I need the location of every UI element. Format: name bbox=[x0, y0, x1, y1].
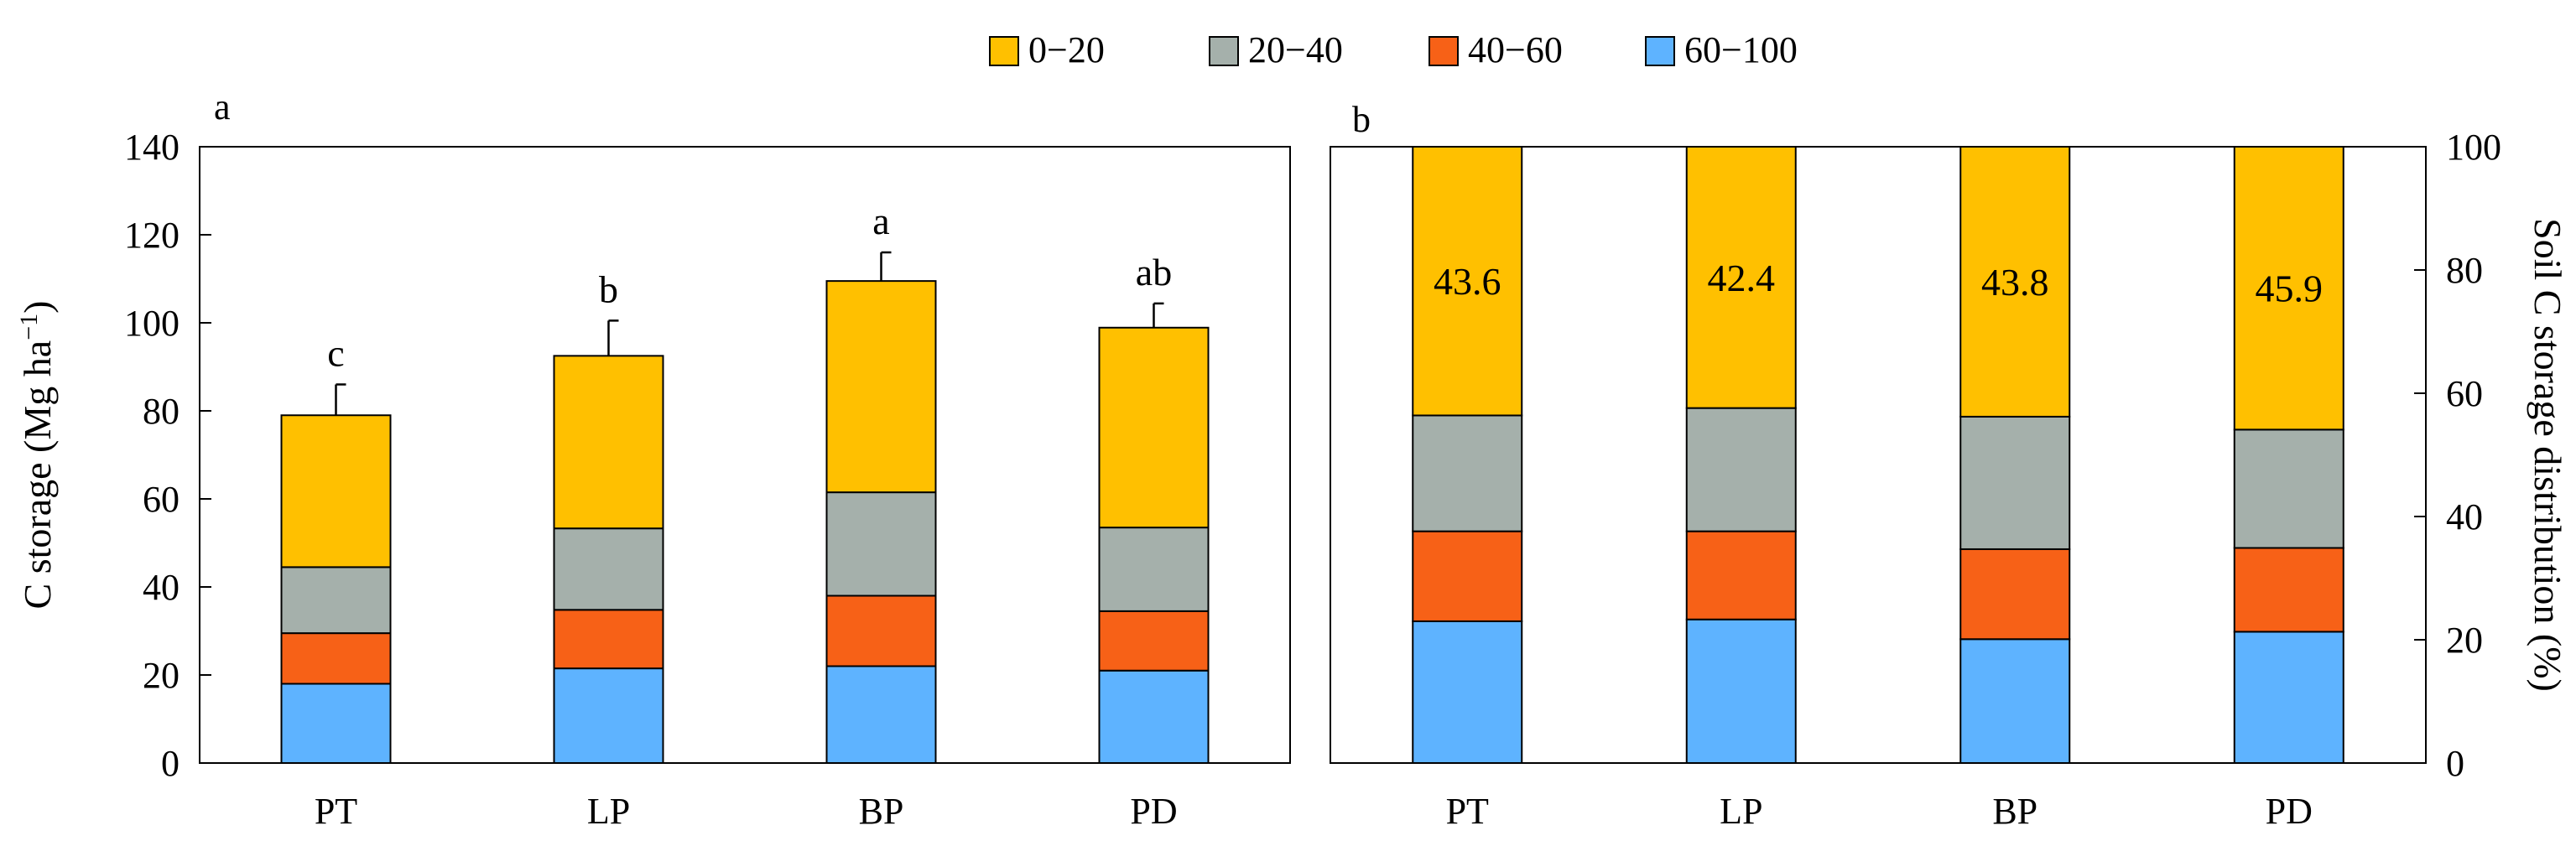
panel-b-bar-PT-seg-1 bbox=[1412, 620, 1523, 765]
panel-a-bar-PD-seg-1 bbox=[1098, 669, 1210, 764]
panel-a-y-tick-label: 40 bbox=[143, 567, 180, 608]
panel-b-y-tick-label: 0 bbox=[2446, 743, 2464, 784]
legend-swatch-2 bbox=[1209, 36, 1239, 66]
panel-b-x-tick-label-PD: PD bbox=[2266, 791, 2313, 832]
panel-a-bar-LP-seg-1 bbox=[553, 667, 664, 764]
panel-a-bar-LP-seg-3 bbox=[553, 527, 664, 611]
legend: 0−20 20−40 40−60 60−100 bbox=[989, 29, 1798, 70]
panel-a-bar-PD-seg-4 bbox=[1098, 326, 1210, 529]
panel-a-sig-letter-PT: c bbox=[327, 332, 344, 375]
legend-label-3: 40−60 bbox=[1468, 29, 1563, 70]
panel-a-bar-PT-seg-2 bbox=[280, 632, 392, 685]
panel-a-y-tick-label: 120 bbox=[124, 215, 180, 256]
panel-a-bar-PT-seg-4 bbox=[280, 414, 392, 568]
panel-a-sig-letter-BP: a bbox=[872, 200, 889, 242]
panel-b-bar-PT-seg-4 bbox=[1412, 146, 1523, 417]
panel-b-bar-LP-seg-4 bbox=[1685, 146, 1797, 409]
panel-a-y-tick-label: 100 bbox=[124, 303, 180, 344]
panel-a-bar-PT-seg-1 bbox=[280, 683, 392, 764]
panel-b-bar-LP-seg-1 bbox=[1685, 618, 1797, 764]
panel-a-y-tick-label: 60 bbox=[143, 479, 180, 520]
legend-label-1: 0−20 bbox=[1028, 29, 1105, 70]
panel-b-y-tick-label: 60 bbox=[2446, 373, 2483, 414]
panel-b-y-tick-label: 20 bbox=[2446, 620, 2483, 661]
panel-a-bar-BP-seg-3 bbox=[825, 491, 937, 597]
panel-b-bar-PT-seg-2 bbox=[1412, 530, 1523, 622]
panel-b-data-label-BP: 43.8 bbox=[1981, 261, 2049, 304]
legend-swatch-4 bbox=[1645, 36, 1675, 66]
panel-a-bar-PD-seg-3 bbox=[1098, 527, 1210, 612]
panel-a-sig-letter-LP: b bbox=[599, 267, 618, 310]
panel-b-data-label-PT: 43.6 bbox=[1434, 260, 1501, 303]
chart-panel-a: 0 20 40 60 80 100 120 140 c PT b LP a BP ab PD a C storag… bbox=[15, 86, 1291, 832]
panel-b-bar-BP-seg-3 bbox=[1959, 415, 2071, 550]
legend-swatch-3 bbox=[1429, 36, 1459, 66]
panel-b-y-axis-label: Soil C storage distribution (%) bbox=[2527, 218, 2569, 692]
panel-b-panel-label: b bbox=[1352, 99, 1371, 140]
panel-b-x-tick-label-LP: LP bbox=[1720, 791, 1762, 832]
panel-b-bar-LP-seg-3 bbox=[1685, 407, 1797, 532]
panel-b-plot-frame bbox=[1330, 146, 2427, 764]
panel-a-x-tick-label-PT: PT bbox=[315, 791, 357, 832]
panel-a-x-tick-label-LP: LP bbox=[587, 791, 630, 832]
panel-a-panel-label: a bbox=[214, 86, 231, 127]
panel-b-y-tick-label: 40 bbox=[2446, 496, 2483, 537]
panel-b-x-tick-label-BP: BP bbox=[1992, 791, 2037, 832]
panel-a-bar-BP-seg-4 bbox=[825, 280, 937, 494]
panel-b-bar-PD-seg-1 bbox=[2233, 631, 2344, 764]
panel-b-bar-PD-seg-2 bbox=[2233, 547, 2344, 633]
panel-b-x-tick-label-PT: PT bbox=[1446, 791, 1489, 832]
panel-b-y-tick-label: 80 bbox=[2446, 250, 2483, 291]
panel-b-bar-PD-seg-4 bbox=[2233, 146, 2344, 431]
panel-b-bar-PD-seg-3 bbox=[2233, 428, 2344, 549]
panel-b-data-label-LP: 42.4 bbox=[1708, 257, 1776, 299]
panel-b-data-label-PD: 45.9 bbox=[2256, 267, 2324, 310]
panel-a-y-tick-label: 20 bbox=[143, 655, 180, 696]
panel-a-bar-PD-seg-2 bbox=[1098, 610, 1210, 672]
panel-b-bar-BP-seg-1 bbox=[1959, 638, 2071, 765]
panel-a-x-tick-label-BP: BP bbox=[859, 791, 904, 832]
panel-b-bar-BP-seg-4 bbox=[1959, 146, 2071, 418]
panel-a-y-tick-label: 140 bbox=[124, 127, 180, 168]
panel-a-bar-PT-seg-3 bbox=[280, 566, 392, 635]
panel-b-bar-BP-seg-2 bbox=[1959, 548, 2071, 641]
panel-a-bar-LP-seg-4 bbox=[553, 355, 664, 530]
panel-a-bar-BP-seg-1 bbox=[825, 665, 937, 764]
panel-a-bar-BP-seg-2 bbox=[825, 594, 937, 667]
panel-a-sig-letter-PD: ab bbox=[1136, 251, 1172, 293]
panel-a-y-axis-label: C storage (Mg ha−1) bbox=[15, 301, 60, 610]
panel-b-y-tick-label: 100 bbox=[2446, 127, 2501, 168]
panel-a-y-tick-label: 0 bbox=[161, 743, 180, 784]
legend-label-2: 20−40 bbox=[1248, 29, 1343, 70]
panel-a-y-tick-label: 80 bbox=[143, 391, 180, 432]
legend-label-4: 60−100 bbox=[1684, 29, 1798, 70]
panel-b-bar-PT-seg-3 bbox=[1412, 414, 1523, 532]
chart-panel-b: 0 20 40 60 80 100 43.6 PT 42.4 LP 43.8 BP 45.9 PD b Soi… bbox=[1330, 99, 2569, 832]
panel-a-x-tick-label-PD: PD bbox=[1130, 791, 1177, 832]
legend-swatch-1 bbox=[989, 36, 1019, 66]
panel-a-plot-frame bbox=[199, 146, 1291, 764]
panel-a-bar-LP-seg-2 bbox=[553, 609, 664, 670]
panel-b-bar-LP-seg-2 bbox=[1685, 530, 1797, 620]
